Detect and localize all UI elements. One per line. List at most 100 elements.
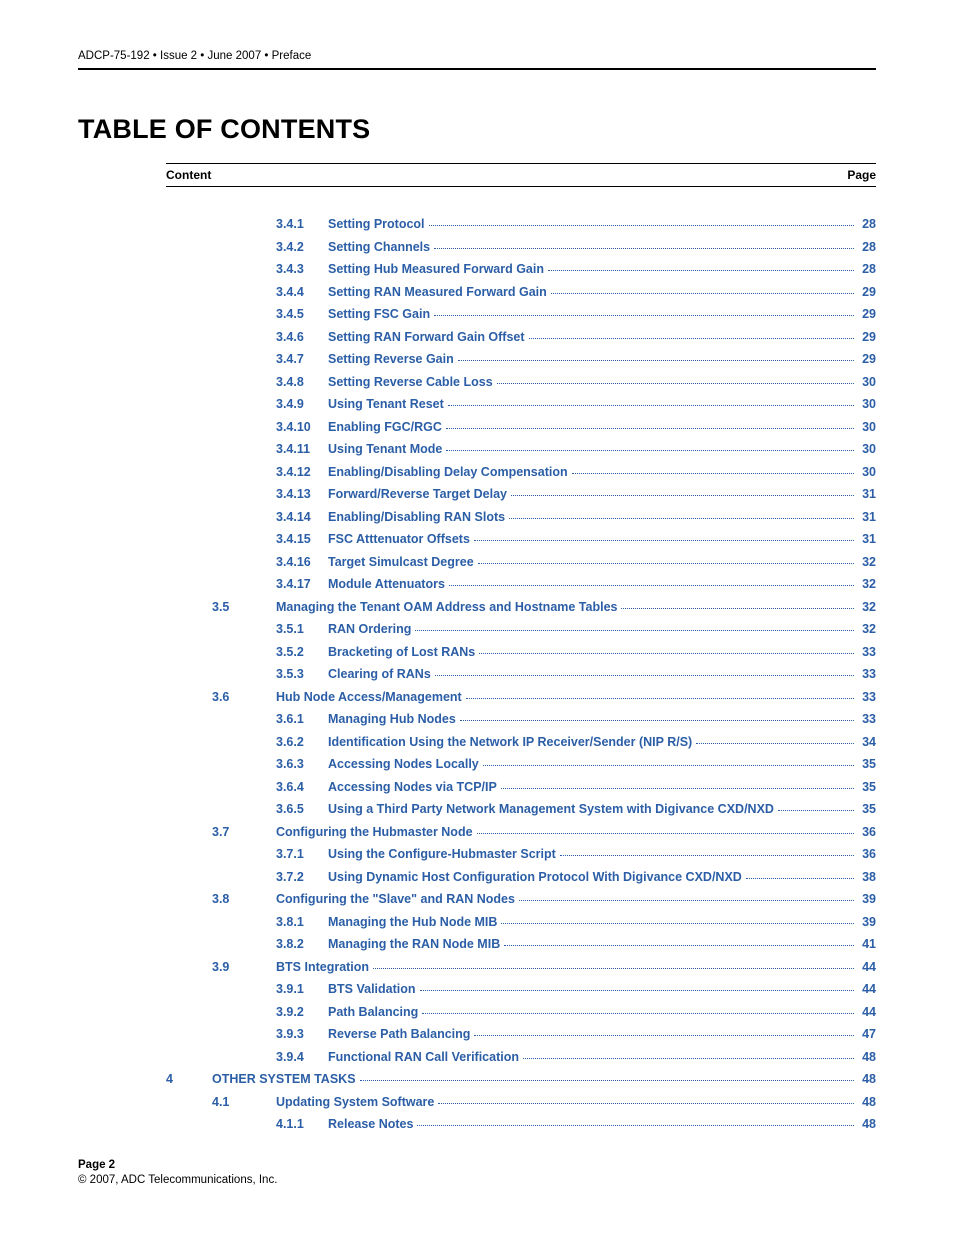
toc-leader-dots (422, 1013, 854, 1014)
toc-entry[interactable]: 3.4.4Setting RAN Measured Forward Gain29 (78, 281, 876, 304)
toc-columns-header: Content Page (166, 164, 876, 186)
toc-entry[interactable]: 3.4.2Setting Channels28 (78, 236, 876, 259)
toc-entry-page: 33 (858, 646, 876, 659)
toc-entry[interactable]: 3.4.7Setting Reverse Gain29 (78, 348, 876, 371)
toc-leader-dots (551, 293, 854, 294)
toc-entry-label: OTHER SYSTEM TASKS (212, 1073, 356, 1086)
toc-entry[interactable]: 3.6Hub Node Access/Management33 (78, 686, 876, 709)
toc-entry[interactable]: 4.1.1Release Notes48 (78, 1113, 876, 1136)
toc-entry-number: 3.9.4 (276, 1051, 328, 1064)
toc-entry-label: Setting Protocol (328, 218, 425, 231)
toc-entry-number: 4.1.1 (276, 1118, 328, 1131)
toc-leader-dots (373, 968, 854, 969)
toc-entry[interactable]: 3.4.13Forward/Reverse Target Delay31 (78, 483, 876, 506)
page-title: TABLE OF CONTENTS (78, 114, 876, 145)
toc-entry[interactable]: 3.8.1Managing the Hub Node MIB39 (78, 911, 876, 934)
toc-entry-page: 39 (858, 893, 876, 906)
toc-entry[interactable]: 3.6.5Using a Third Party Network Managem… (78, 798, 876, 821)
toc-leader-dots (420, 990, 854, 991)
toc-leader-dots (523, 1058, 854, 1059)
toc-entry[interactable]: 3.9BTS Integration44 (78, 956, 876, 979)
toc-entry-number: 3.4.8 (276, 376, 328, 389)
toc-entry[interactable]: 3.4.8Setting Reverse Cable Loss30 (78, 371, 876, 394)
toc-entry[interactable]: 3.4.17Module Attenuators32 (78, 573, 876, 596)
toc-entry-number: 3.8 (212, 893, 276, 906)
toc-entry[interactable]: 3.9.4Functional RAN Call Verification 48 (78, 1046, 876, 1069)
toc-leader-dots (778, 810, 854, 811)
toc-entry[interactable]: 3.9.2Path Balancing44 (78, 1001, 876, 1024)
toc-leader-dots (415, 630, 854, 631)
toc-entry-page: 48 (858, 1096, 876, 1109)
toc-entry-page: 30 (858, 421, 876, 434)
toc-entry-page: 47 (858, 1028, 876, 1041)
toc-entry-label: Setting Reverse Gain (328, 353, 454, 366)
toc-entry-label: Release Notes (328, 1118, 413, 1131)
toc-entry[interactable]: 3.5Managing the Tenant OAM Address and H… (78, 596, 876, 619)
toc-leader-dots (448, 405, 854, 406)
toc-entry[interactable]: 3.6.2Identification Using the Network IP… (78, 731, 876, 754)
toc-leader-dots (621, 608, 854, 609)
toc-entry-number: 3.4.2 (276, 241, 328, 254)
toc-entry[interactable]: 3.4.9Using Tenant Reset30 (78, 393, 876, 416)
toc-entry-number: 3.4.3 (276, 263, 328, 276)
toc-entry-page: 34 (858, 736, 876, 749)
toc-entry-number: 3.5.1 (276, 623, 328, 636)
toc-entry[interactable]: 3.4.12Enabling/Disabling Delay Compensat… (78, 461, 876, 484)
toc-entry[interactable]: 3.4.5Setting FSC Gain29 (78, 303, 876, 326)
page-container: ADCP-75-192 • Issue 2 • June 2007 • Pref… (0, 0, 954, 1136)
toc-entry[interactable]: 3.6.3Accessing Nodes Locally35 (78, 753, 876, 776)
toc-entry-page: 29 (858, 331, 876, 344)
toc-entry-number: 3.5 (212, 601, 276, 614)
toc-entry-label: Managing the Tenant OAM Address and Host… (276, 601, 617, 614)
toc-entry-number: 3.7.1 (276, 848, 328, 861)
toc-entry-label: Setting Channels (328, 241, 430, 254)
toc-entry[interactable]: 3.4.6Setting RAN Forward Gain Offset29 (78, 326, 876, 349)
toc-entry[interactable]: 4.1Updating System Software48 (78, 1091, 876, 1114)
toc-entry-label: Functional RAN Call Verification (328, 1051, 519, 1064)
toc-entry-label: Identification Using the Network IP Rece… (328, 736, 692, 749)
toc-entry-number: 3.4.10 (276, 421, 328, 434)
toc-entry[interactable]: 3.4.14Enabling/Disabling RAN Slots31 (78, 506, 876, 529)
toc-entry[interactable]: 3.8.2Managing the RAN Node MIB41 (78, 933, 876, 956)
toc-leader-dots (501, 788, 854, 789)
toc-entry[interactable]: 3.6.4Accessing Nodes via TCP/IP35 (78, 776, 876, 799)
toc-entry[interactable]: 3.7.1Using the Configure-Hubmaster Scrip… (78, 843, 876, 866)
toc-entry[interactable]: 3.6.1Managing Hub Nodes33 (78, 708, 876, 731)
toc-entry[interactable]: 3.7.2Using Dynamic Host Configuration Pr… (78, 866, 876, 889)
toc-entry-label: Path Balancing (328, 1006, 418, 1019)
toc-entry-label: Using Tenant Mode (328, 443, 442, 456)
toc-entry-page: 48 (858, 1051, 876, 1064)
toc-header-rule-bottom (166, 186, 876, 187)
toc-entry[interactable]: 3.8Configuring the "Slave" and RAN Nodes… (78, 888, 876, 911)
toc-entry-label: BTS Integration (276, 961, 369, 974)
toc-entry-number: 3.9 (212, 961, 276, 974)
toc-entry-page: 32 (858, 578, 876, 591)
toc-leader-dots (438, 1103, 854, 1104)
toc-entry[interactable]: 3.4.10Enabling FGC/RGC30 (78, 416, 876, 439)
toc-entry[interactable]: 3.4.3Setting Hub Measured Forward Gain28 (78, 258, 876, 281)
toc-leader-dots (474, 1035, 854, 1036)
toc-entry[interactable]: 3.4.16Target Simulcast Degree32 (78, 551, 876, 574)
toc-entry[interactable]: 4OTHER SYSTEM TASKS48 (78, 1068, 876, 1091)
toc-leader-dots (446, 450, 854, 451)
toc-entry[interactable]: 3.5.2Bracketing of Lost RANs33 (78, 641, 876, 664)
toc-leader-dots (417, 1125, 854, 1126)
toc-entry-page: 35 (858, 758, 876, 771)
toc-entry-label: Setting RAN Measured Forward Gain (328, 286, 547, 299)
toc-entry[interactable]: 3.9.3Reverse Path Balancing47 (78, 1023, 876, 1046)
toc-entry-page: 36 (858, 826, 876, 839)
toc-leader-dots (434, 248, 854, 249)
toc-entry-number: 3.6.3 (276, 758, 328, 771)
toc-entry[interactable]: 3.5.1RAN Ordering32 (78, 618, 876, 641)
toc-entry-page: 38 (858, 871, 876, 884)
toc-entry[interactable]: 3.5.3Clearing of RANs33 (78, 663, 876, 686)
toc-entry-label: Managing the RAN Node MIB (328, 938, 500, 951)
toc-entry[interactable]: 3.7Configuring the Hubmaster Node36 (78, 821, 876, 844)
toc-entry-page: 32 (858, 556, 876, 569)
toc-entry-page: 31 (858, 488, 876, 501)
toc-leader-dots (509, 518, 854, 519)
toc-entry[interactable]: 3.4.11Using Tenant Mode30 (78, 438, 876, 461)
toc-entry[interactable]: 3.4.15FSC Atttenuator Offsets31 (78, 528, 876, 551)
toc-entry[interactable]: 3.9.1BTS Validation44 (78, 978, 876, 1001)
toc-entry[interactable]: 3.4.1Setting Protocol28 (78, 213, 876, 236)
